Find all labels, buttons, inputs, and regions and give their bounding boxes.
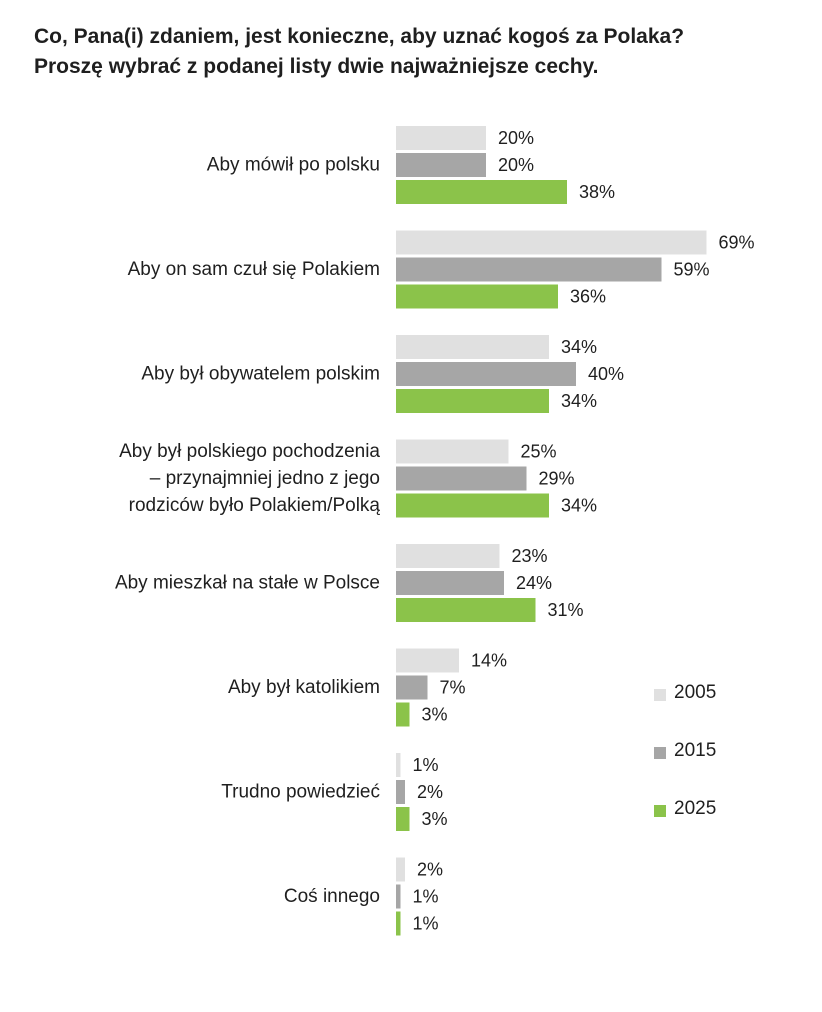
bar-aby-mowil-po-polsku-2005 [396,126,486,150]
value-label-cos-innego-2015: 1% [413,887,439,907]
value-label-aby-byl-polskiego-pochodzenia-2015: 29% [539,469,575,489]
value-label-aby-byl-katolikiem-2005: 14% [471,651,507,671]
category-label-aby-byl-katolikiem: Aby był katolikiem [228,677,380,698]
bar-aby-byl-polskiego-pochodzenia-2005 [396,439,509,464]
value-label-trudno-powiedziec-2025: 3% [422,809,448,829]
title-line-2: Proszę wybrać z podanej listy dwie najwa… [34,55,599,78]
value-label-aby-on-sam-czul-sie-polakiem-2025: 36% [570,287,606,307]
bar-aby-mowil-po-polsku-2025 [396,180,567,204]
bar-aby-byl-obywatelem-polskim-2015 [396,362,576,386]
legend-swatch-2025 [654,805,666,817]
bar-aby-on-sam-czul-sie-polakiem-2005 [396,230,707,255]
value-label-aby-mieszkal-na-stale-w-polsce-2005: 23% [512,546,548,566]
value-label-aby-mowil-po-polsku-2005: 20% [498,128,534,148]
bar-aby-byl-katolikiem-2025 [396,702,410,727]
legend-label-2005: 2005 [674,682,717,703]
bar-aby-mowil-po-polsku-2015 [396,153,486,177]
value-label-cos-innego-2005: 2% [417,860,443,880]
bar-aby-byl-obywatelem-polskim-2005 [396,335,549,359]
value-label-aby-mowil-po-polsku-2025: 38% [579,182,615,202]
bar-aby-byl-polskiego-pochodzenia-2025 [396,493,549,518]
bar-aby-on-sam-czul-sie-polakiem-2015 [396,257,662,282]
bar-aby-on-sam-czul-sie-polakiem-2025 [396,284,558,309]
category-label-aby-byl-polskiego-pochodzenia-1: Aby był polskiego pochodzenia [119,441,380,462]
bar-aby-byl-polskiego-pochodzenia-2015 [396,466,527,491]
value-label-aby-mieszkal-na-stale-w-polsce-2025: 31% [548,600,584,620]
bar-aby-byl-katolikiem-2015 [396,675,428,700]
legend-swatch-2005 [654,689,666,701]
value-label-aby-byl-polskiego-pochodzenia-2025: 34% [561,496,597,516]
bar-aby-mieszkal-na-stale-w-polsce-2015 [396,571,504,595]
bar-aby-byl-obywatelem-polskim-2025 [396,389,549,413]
value-label-aby-byl-katolikiem-2015: 7% [440,678,466,698]
bar-trudno-powiedziec-2015 [396,780,405,804]
bar-aby-mieszkal-na-stale-w-polsce-2025 [396,598,536,622]
category-label-aby-on-sam-czul-sie-polakiem: Aby on sam czuł się Polakiem [128,259,380,280]
category-label-aby-mieszkal-na-stale-w-polsce: Aby mieszkał na stałe w Polsce [115,573,380,594]
legend-swatch-2015 [654,747,666,759]
legend-label-2015: 2015 [674,740,717,761]
bar-cos-innego-2015 [396,884,401,909]
value-label-aby-on-sam-czul-sie-polakiem-2015: 59% [674,260,710,280]
category-label-aby-byl-obywatelem-polskim: Aby był obywatelem polskim [141,364,380,385]
chart-title: Co, Pana(i) zdaniem, jest konieczne, aby… [34,22,794,82]
legend-label-2025: 2025 [674,798,717,819]
category-label-aby-byl-polskiego-pochodzenia-2: – przynajmniej jedno z jego [150,468,380,489]
category-label-aby-mowil-po-polsku: Aby mówił po polsku [207,155,380,176]
title-line-1: Co, Pana(i) zdaniem, jest konieczne, aby… [34,25,685,48]
category-label-cos-innego: Coś innego [284,886,380,907]
value-label-aby-mowil-po-polsku-2015: 20% [498,155,534,175]
bar-cos-innego-2025 [396,911,401,936]
bar-trudno-powiedziec-2025 [396,807,410,831]
value-label-aby-byl-obywatelem-polskim-2025: 34% [561,391,597,411]
value-label-trudno-powiedziec-2005: 1% [413,755,439,775]
category-label-trudno-powiedziec: Trudno powiedzieć [221,782,380,803]
bar-cos-innego-2005 [396,857,405,882]
category-label-aby-byl-polskiego-pochodzenia-3: rodziców było Polakiem/Polką [129,495,381,516]
bar-trudno-powiedziec-2005 [396,753,401,777]
bar-aby-byl-katolikiem-2005 [396,648,459,673]
value-label-aby-on-sam-czul-sie-polakiem-2005: 69% [719,233,755,253]
value-label-trudno-powiedziec-2015: 2% [417,782,443,802]
value-label-aby-byl-obywatelem-polskim-2005: 34% [561,337,597,357]
value-label-aby-byl-katolikiem-2025: 3% [422,705,448,725]
value-label-aby-byl-polskiego-pochodzenia-2005: 25% [521,442,557,462]
value-label-cos-innego-2025: 1% [413,914,439,934]
value-label-aby-mieszkal-na-stale-w-polsce-2015: 24% [516,573,552,593]
bar-aby-mieszkal-na-stale-w-polsce-2005 [396,544,500,568]
value-label-aby-byl-obywatelem-polskim-2015: 40% [588,364,624,384]
